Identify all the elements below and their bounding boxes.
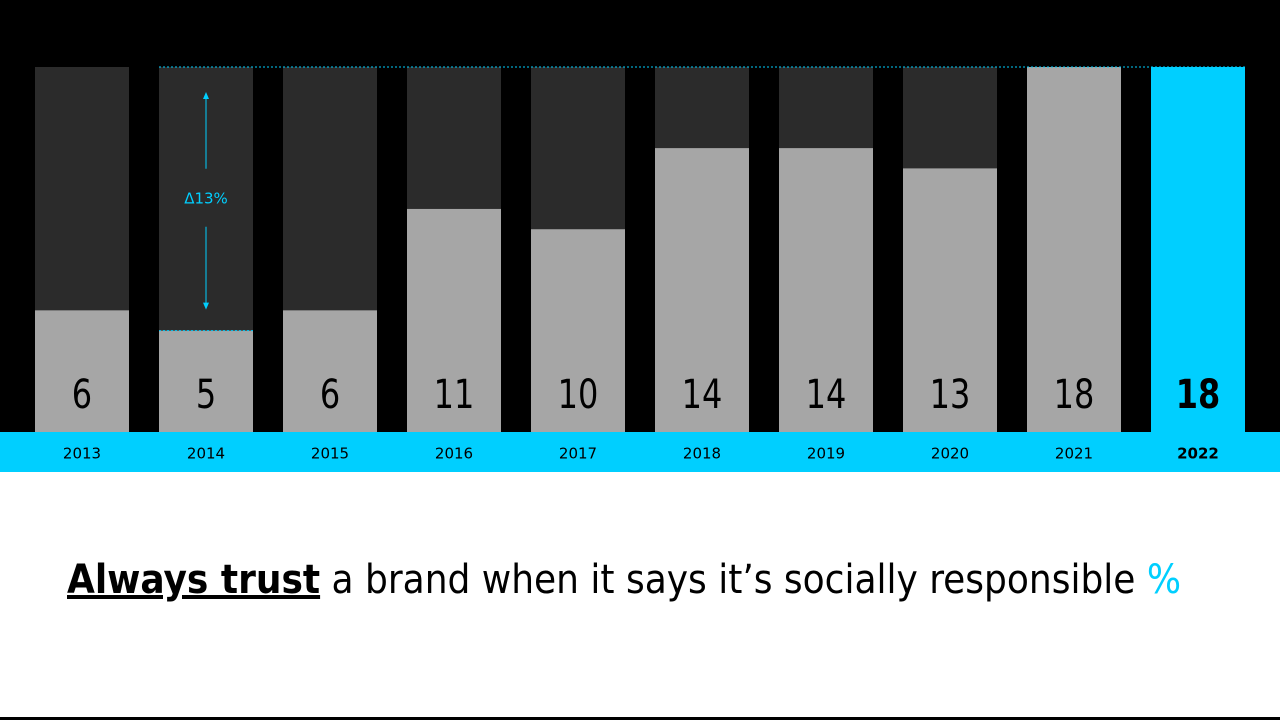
value-label: 10 xyxy=(558,370,599,417)
chart-title: Always trust a brand when it says it’s s… xyxy=(67,557,1181,603)
value-label: 5 xyxy=(196,370,216,417)
arrow-head xyxy=(203,92,209,99)
bar xyxy=(903,168,997,432)
title-emphasis: Always trust xyxy=(67,557,320,603)
x-tick-label: 2017 xyxy=(559,445,597,463)
title-unit: % xyxy=(1147,557,1181,603)
x-tick-label: 2015 xyxy=(311,445,349,463)
bar xyxy=(655,148,749,432)
bar xyxy=(407,208,501,432)
x-tick-label: 2013 xyxy=(63,445,101,463)
value-label: 13 xyxy=(930,370,971,417)
x-tick-label: 2016 xyxy=(435,445,473,463)
bar xyxy=(1027,67,1121,432)
value-label: 18 xyxy=(1054,370,1095,417)
title-text: a brand when it says it’s socially respo… xyxy=(332,557,1136,603)
arrow-head xyxy=(203,302,209,310)
x-tick-label: 2020 xyxy=(931,445,969,463)
annotation-label: Δ13% xyxy=(184,189,228,207)
bar xyxy=(1151,67,1245,432)
bar xyxy=(779,148,873,432)
bottom-border xyxy=(0,717,1280,720)
x-tick-label: 2018 xyxy=(683,445,721,463)
value-label: 14 xyxy=(682,370,723,417)
x-tick-label: 2022 xyxy=(1177,445,1219,463)
category-strip xyxy=(0,432,1280,472)
value-label: 6 xyxy=(72,370,92,417)
x-tick-label: 2014 xyxy=(187,445,225,463)
value-label: 6 xyxy=(320,370,340,417)
value-label: 14 xyxy=(806,370,847,417)
x-tick-label: 2019 xyxy=(807,445,845,463)
x-tick-label: 2021 xyxy=(1055,445,1093,463)
value-label: 11 xyxy=(434,370,475,417)
bar xyxy=(531,229,625,432)
value-label: 18 xyxy=(1176,370,1221,417)
bar xyxy=(35,310,129,432)
bar xyxy=(283,310,377,432)
bar xyxy=(159,330,253,432)
